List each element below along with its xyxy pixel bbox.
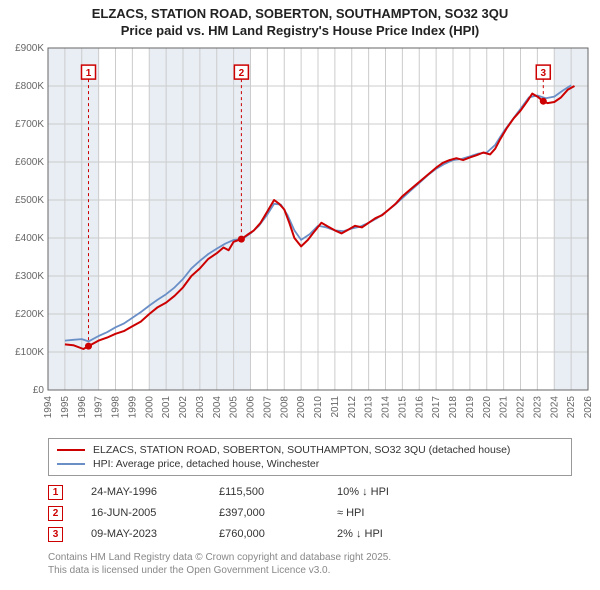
title-line-1: ELZACS, STATION ROAD, SOBERTON, SOUTHAMP… bbox=[10, 6, 590, 23]
svg-text:£600K: £600K bbox=[15, 157, 44, 168]
svg-text:2008: 2008 bbox=[279, 395, 290, 418]
svg-text:1996: 1996 bbox=[77, 395, 88, 418]
svg-text:2019: 2019 bbox=[465, 395, 476, 418]
sale-date: 24-MAY-1996 bbox=[91, 486, 191, 498]
legend-label: ELZACS, STATION ROAD, SOBERTON, SOUTHAMP… bbox=[93, 444, 510, 456]
svg-text:2007: 2007 bbox=[262, 395, 273, 418]
legend-row: ELZACS, STATION ROAD, SOBERTON, SOUTHAMP… bbox=[57, 443, 563, 457]
svg-text:1994: 1994 bbox=[43, 395, 54, 418]
svg-text:2006: 2006 bbox=[246, 395, 257, 418]
footer-line-1: Contains HM Land Registry data © Crown c… bbox=[48, 551, 572, 564]
chart-svg: £0 £100K £200K £300K £400K £500K £600K £700K £80… bbox=[0, 42, 600, 432]
svg-text:£800K: £800K bbox=[15, 81, 44, 92]
svg-text:£0: £0 bbox=[33, 385, 45, 396]
sale-marker-badge: 1 bbox=[48, 485, 63, 500]
chart-container: ELZACS, STATION ROAD, SOBERTON, SOUTHAMP… bbox=[0, 0, 600, 590]
svg-text:2018: 2018 bbox=[448, 395, 459, 418]
svg-text:2011: 2011 bbox=[330, 395, 341, 417]
svg-text:2005: 2005 bbox=[229, 395, 240, 418]
svg-text:1998: 1998 bbox=[111, 395, 122, 418]
legend-swatch bbox=[57, 463, 85, 465]
legend-swatch bbox=[57, 449, 85, 451]
sales-table: 1 24-MAY-1996 £115,500 10% ↓ HPI 2 16-JUN-200… bbox=[48, 482, 572, 545]
svg-text:£200K: £200K bbox=[15, 309, 44, 320]
sale-date: 16-JUN-2005 bbox=[91, 507, 191, 519]
sale-delta: 2% ↓ HPI bbox=[337, 528, 427, 540]
svg-text:2012: 2012 bbox=[347, 395, 358, 418]
svg-text:2009: 2009 bbox=[296, 395, 307, 418]
svg-text:£700K: £700K bbox=[15, 119, 44, 130]
svg-text:2: 2 bbox=[239, 68, 245, 79]
legend: ELZACS, STATION ROAD, SOBERTON, SOUTHAMP… bbox=[48, 438, 572, 476]
sale-marker-badge: 2 bbox=[48, 506, 63, 521]
sales-row: 3 09-MAY-2023 £760,000 2% ↓ HPI bbox=[48, 524, 572, 545]
svg-text:2002: 2002 bbox=[178, 395, 189, 418]
sales-row: 2 16-JUN-2005 £397,000 ≈ HPI bbox=[48, 503, 572, 524]
legend-row: HPI: Average price, detached house, Winc… bbox=[57, 457, 563, 471]
footer-line-2: This data is licensed under the Open Gov… bbox=[48, 564, 572, 577]
svg-text:1999: 1999 bbox=[127, 395, 138, 418]
legend-label: HPI: Average price, detached house, Winc… bbox=[93, 458, 319, 470]
sale-price: £397,000 bbox=[219, 507, 309, 519]
svg-text:2025: 2025 bbox=[566, 395, 577, 418]
svg-text:3: 3 bbox=[541, 68, 547, 79]
svg-text:2013: 2013 bbox=[364, 395, 375, 418]
sale-delta: 10% ↓ HPI bbox=[337, 486, 427, 498]
svg-text:1997: 1997 bbox=[94, 395, 105, 418]
svg-text:1: 1 bbox=[86, 68, 92, 79]
svg-text:2001: 2001 bbox=[161, 395, 172, 418]
sale-price: £760,000 bbox=[219, 528, 309, 540]
footer-attribution: Contains HM Land Registry data © Crown c… bbox=[48, 551, 572, 577]
title-block: ELZACS, STATION ROAD, SOBERTON, SOUTHAMP… bbox=[0, 0, 600, 42]
svg-text:2014: 2014 bbox=[381, 395, 392, 418]
svg-text:2010: 2010 bbox=[313, 395, 324, 418]
svg-text:2021: 2021 bbox=[499, 395, 510, 418]
sale-date: 09-MAY-2023 bbox=[91, 528, 191, 540]
svg-text:£500K: £500K bbox=[15, 195, 44, 206]
svg-text:2016: 2016 bbox=[414, 395, 425, 418]
svg-text:2004: 2004 bbox=[212, 395, 223, 418]
svg-text:£100K: £100K bbox=[15, 347, 44, 358]
title-line-2: Price paid vs. HM Land Registry's House … bbox=[10, 23, 590, 40]
svg-text:£900K: £900K bbox=[15, 43, 44, 54]
svg-text:£400K: £400K bbox=[15, 233, 44, 244]
sale-price: £115,500 bbox=[219, 486, 309, 498]
svg-text:2024: 2024 bbox=[549, 395, 560, 418]
svg-text:2023: 2023 bbox=[532, 395, 543, 418]
svg-text:2022: 2022 bbox=[516, 395, 527, 418]
sale-marker-badge: 3 bbox=[48, 527, 63, 542]
svg-text:2015: 2015 bbox=[397, 395, 408, 418]
svg-text:2017: 2017 bbox=[431, 395, 442, 418]
svg-text:2020: 2020 bbox=[482, 395, 493, 418]
svg-text:£300K: £300K bbox=[15, 271, 44, 282]
svg-text:2026: 2026 bbox=[583, 395, 594, 418]
sales-row: 1 24-MAY-1996 £115,500 10% ↓ HPI bbox=[48, 482, 572, 503]
sale-delta: ≈ HPI bbox=[337, 507, 427, 519]
svg-text:1995: 1995 bbox=[60, 395, 71, 418]
chart-plot: £0 £100K £200K £300K £400K £500K £600K £700K £80… bbox=[0, 42, 600, 432]
svg-text:2000: 2000 bbox=[144, 395, 155, 418]
svg-text:2003: 2003 bbox=[195, 395, 206, 418]
